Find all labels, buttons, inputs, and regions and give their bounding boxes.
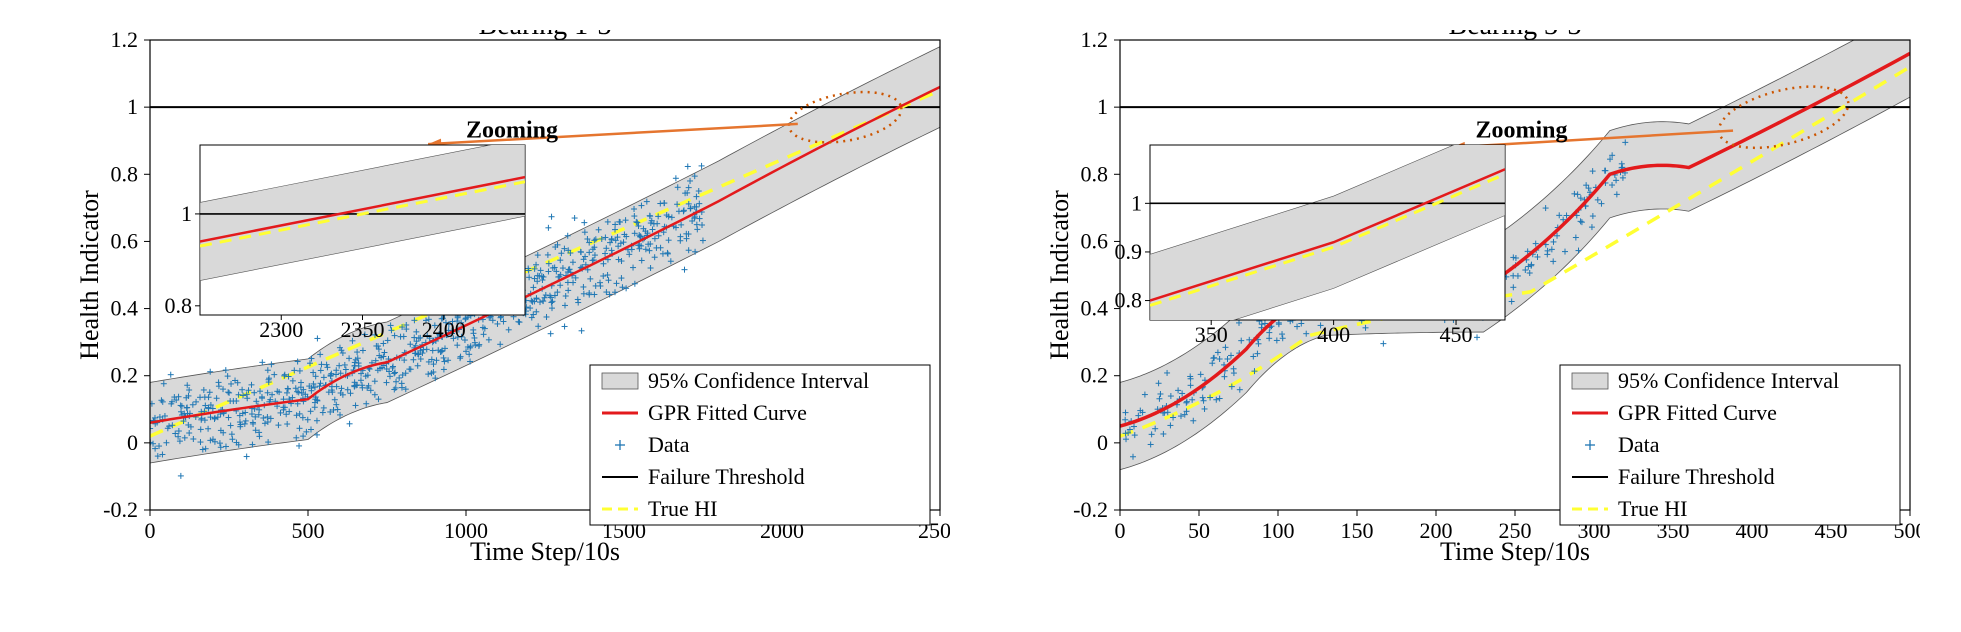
legend-item-label: 95% Confidence Interval (648, 368, 869, 393)
inset-xtick: 450 (1440, 322, 1473, 347)
inset-ytick: 0.8 (1115, 288, 1143, 313)
inset-ytick: 1 (181, 201, 192, 226)
legend-ci-icon (602, 373, 638, 389)
xtick-label: 0 (145, 518, 156, 543)
ytick-label: 0.8 (1081, 161, 1109, 186)
x-axis-label: Time Step/10s (1440, 537, 1590, 566)
ytick-label: 0 (127, 430, 138, 455)
ytick-label: -0.2 (103, 497, 138, 522)
ytick-label: 1 (1097, 94, 1108, 119)
ytick-label: 0.4 (1081, 296, 1109, 321)
inset-xtick: 2400 (422, 317, 466, 342)
xtick-label: 0 (1115, 518, 1126, 543)
inset-xtick: 2300 (259, 317, 303, 342)
y-axis-label: Health Indicator (1050, 190, 1074, 360)
ytick-label: 0.6 (111, 228, 139, 253)
ytick-label: 0.2 (1081, 363, 1109, 388)
inset-xtick: 350 (1195, 322, 1228, 347)
legend-item-label: True HI (648, 496, 717, 521)
ytick-label: 0.8 (111, 161, 139, 186)
inset-axes: 350 400 450 0.8 0.9 1 (1115, 123, 1506, 347)
inset-ytick: 0.8 (165, 293, 193, 318)
ytick-label: 0.6 (1081, 228, 1109, 253)
panel-title: Bearing 3-3 (1449, 30, 1582, 41)
zoom-label: Zooming (466, 117, 558, 143)
legend-item-label: Data (648, 432, 690, 457)
legend-item-label: Data (1618, 432, 1660, 457)
inset-xtick: 2350 (341, 317, 385, 342)
legend-item-label: True HI (1618, 496, 1687, 521)
legend: 95% Confidence Interval GPR Fitted Curve D… (1560, 365, 1900, 525)
xtick-label: 500 (292, 518, 325, 543)
legend-item-label: GPR Fitted Curve (648, 400, 807, 425)
ytick-label: 0.2 (111, 363, 139, 388)
legend-item-label: Failure Threshold (648, 464, 805, 489)
inset-ytick: 1 (1131, 190, 1142, 215)
inset-ytick: 0.9 (1115, 239, 1143, 264)
zoom-label: Zooming (1476, 117, 1568, 143)
y-axis-label: Health Indicator (80, 190, 104, 360)
x-axis-label: Time Step/10s (470, 537, 620, 566)
ytick-label: 1 (127, 94, 138, 119)
inset-xtick: 400 (1317, 322, 1350, 347)
legend-item-label: 95% Confidence Interval (1618, 368, 1839, 393)
ytick-label: 1.2 (111, 30, 139, 52)
legend-item-label: GPR Fitted Curve (1618, 400, 1777, 425)
ytick-label: 0.4 (111, 296, 139, 321)
ytick-label: 0 (1097, 430, 1108, 455)
ytick-label: 1.2 (1081, 30, 1109, 52)
ytick-label: -0.2 (1073, 497, 1108, 522)
inset-axes: 2300 2350 2400 0.8 1 (165, 138, 526, 342)
legend: 95% Confidence Interval GPR Fitted Curve D… (590, 365, 930, 525)
legend-ci-icon (1572, 373, 1608, 389)
xtick-label: 150 (1341, 518, 1374, 543)
xtick-label: 50 (1188, 518, 1210, 543)
xtick-label: 100 (1262, 518, 1295, 543)
panel-title: Bearing 1-3 (479, 30, 612, 41)
legend-item-label: Failure Threshold (1618, 464, 1775, 489)
